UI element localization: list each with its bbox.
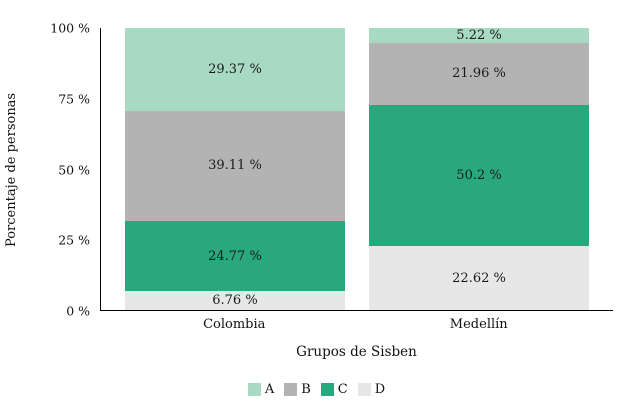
legend-label: D xyxy=(374,382,386,397)
segment-value-label: 22.62 % xyxy=(452,270,506,286)
bar-segment-d: 6.76 % xyxy=(124,290,346,310)
segment-value-label: 50.2 % xyxy=(456,167,502,183)
segment-value-label: 21.96 % xyxy=(452,66,506,82)
legend-swatch-d xyxy=(357,383,371,396)
x-tick-label: Medellín xyxy=(449,317,508,332)
legend-swatch-a xyxy=(247,383,261,396)
plot-frame: 29.37 % 39.11 % 24.77 % 6.76 % 5.22 % 21.96 %… xyxy=(100,28,613,311)
bar-segment-b: 39.11 % xyxy=(124,110,346,222)
bar-segment-d: 22.62 % xyxy=(368,246,590,310)
stacked-bar-colombia: 29.37 % 39.11 % 24.77 % 6.76 % xyxy=(124,28,346,310)
legend-swatch-b xyxy=(284,383,298,396)
bar-segment-c: 50.2 % xyxy=(368,104,590,247)
legend-swatch-c xyxy=(320,383,334,396)
bar-segment-a: 5.22 % xyxy=(368,27,590,43)
legend-label: C xyxy=(337,382,348,397)
legend-label: B xyxy=(301,382,311,397)
bar-segment-b: 21.96 % xyxy=(368,42,590,105)
segment-value-label: 39.11 % xyxy=(208,158,262,174)
y-tick-label: 100 % xyxy=(50,20,90,36)
y-tick-label: 75 % xyxy=(58,91,90,107)
bar-segment-a: 29.37 % xyxy=(124,28,346,111)
y-tick-label: 0 % xyxy=(66,303,90,319)
legend-item-a: A xyxy=(247,382,275,397)
legend-label: A xyxy=(264,382,275,397)
x-tick-label: Colombia xyxy=(203,317,266,332)
x-axis-tick-labels: Colombia Medellín xyxy=(100,317,613,335)
stacked-bar-medellin: 5.22 % 21.96 % 50.2 % 22.62 % xyxy=(368,27,590,310)
legend: A B C D xyxy=(0,382,633,397)
segment-value-label: 29.37 % xyxy=(208,61,262,77)
segment-value-label: 5.22 % xyxy=(456,27,502,43)
segment-value-label: 6.76 % xyxy=(212,292,258,308)
segment-value-label: 24.77 % xyxy=(208,248,262,264)
y-axis-ticks: 100 % 75 % 50 % 25 % 0 % xyxy=(48,21,96,319)
y-tick-label: 25 % xyxy=(58,232,90,248)
legend-item-b: B xyxy=(284,382,311,397)
y-axis-title: Porcentaje de personas xyxy=(4,92,19,247)
legend-item-c: C xyxy=(320,382,348,397)
legend-item-d: D xyxy=(357,382,386,397)
y-tick-label: 50 % xyxy=(58,162,90,177)
bar-segment-c: 24.77 % xyxy=(124,221,346,291)
x-axis-title: Grupos de Sisben xyxy=(296,344,417,360)
plot-area: 29.37 % 39.11 % 24.77 % 6.76 % 5.22 % 21.96 %… xyxy=(101,28,613,310)
